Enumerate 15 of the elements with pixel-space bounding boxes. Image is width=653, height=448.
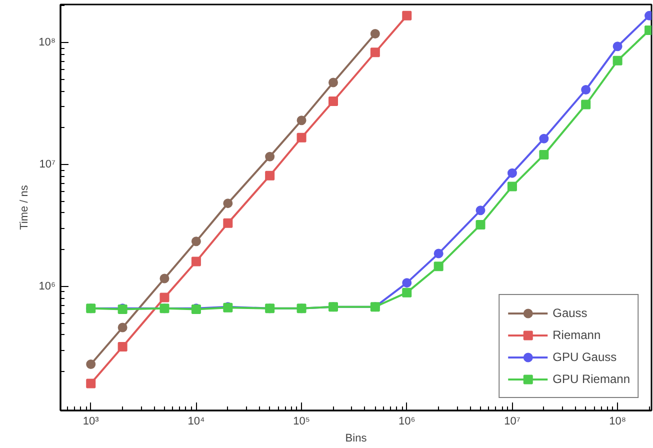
legend-label: Gauss: [552, 306, 588, 320]
x-axis-title: Bins: [345, 432, 368, 444]
x-tick-label: 10⁴: [188, 416, 205, 428]
x-tick-label: 10⁶: [398, 416, 416, 428]
x-tick-label: 10⁸: [609, 416, 626, 428]
y-axis-title: Time / ns: [18, 184, 31, 230]
legend-label: GPU Gauss: [552, 350, 617, 364]
y-tick-label: 10⁶: [38, 280, 56, 292]
y-tick-label: 10⁸: [38, 36, 56, 49]
x-tick-label: 10³: [82, 416, 100, 428]
legend-label: GPU Riemann: [552, 372, 630, 386]
legend-label: Riemann: [552, 328, 601, 342]
x-tick-label: 10⁵: [293, 416, 310, 428]
y-tick-label: 10⁷: [39, 158, 56, 170]
x-tick-label: 10⁷: [504, 416, 520, 428]
